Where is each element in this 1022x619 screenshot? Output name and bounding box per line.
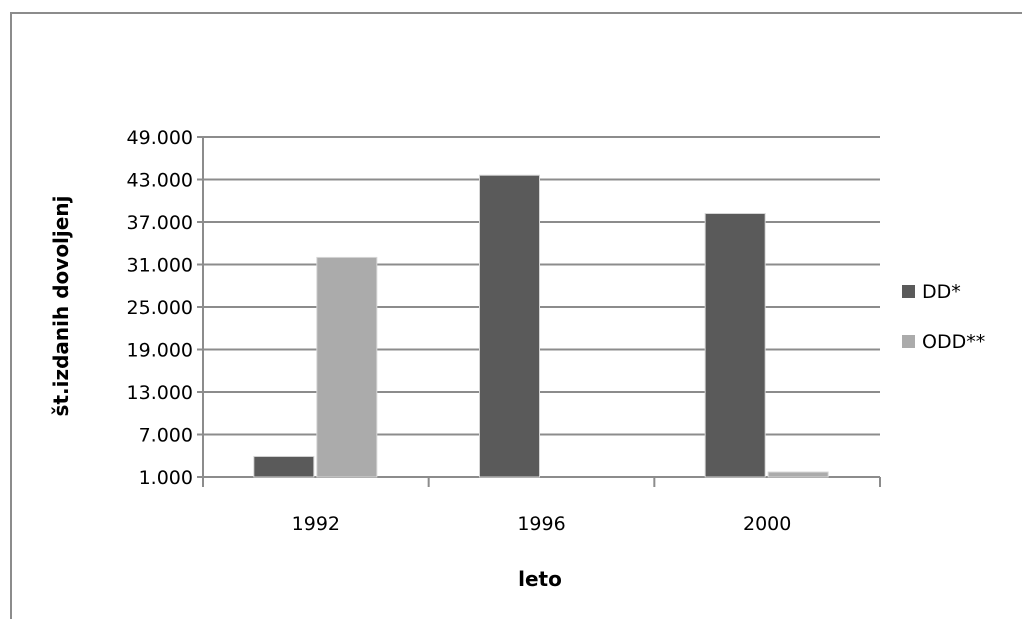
- y-tick-label: 19.000: [127, 340, 193, 362]
- y-tick-label: 13.000: [127, 382, 193, 404]
- axes: [197, 136, 881, 487]
- legend-swatch: [902, 335, 915, 348]
- x-tick-label: 1992: [292, 513, 340, 535]
- legend-swatch: [902, 285, 915, 298]
- y-tick-label: 31.000: [127, 255, 193, 277]
- bar-odd-1992: [316, 256, 378, 478]
- bars: [253, 174, 829, 478]
- legend: DD* ODD**: [902, 281, 985, 353]
- chart-frame: [10, 12, 1022, 619]
- x-tick-label: 2000: [743, 513, 791, 535]
- legend-label: ODD**: [922, 331, 985, 353]
- y-tick-label: 49.000: [127, 127, 193, 149]
- bar-dd-2000: [704, 213, 766, 478]
- y-tick-label: 1.000: [139, 467, 193, 489]
- bar-dd-1992: [253, 455, 315, 478]
- bar-dd-1996: [479, 174, 540, 478]
- y-tick-label: 25.000: [127, 297, 193, 319]
- legend-label: DD*: [922, 281, 961, 303]
- x-tick-labels: 1992 1996 2000: [292, 513, 792, 535]
- bar-odd-2000: [767, 471, 829, 478]
- y-tick-label: 37.000: [127, 212, 193, 234]
- gridlines: [203, 136, 880, 436]
- y-axis-title: št.izdanih dovoljenj: [49, 196, 73, 417]
- x-axis-title: leto: [518, 567, 562, 591]
- y-tick-label: 7.000: [139, 425, 193, 447]
- y-tick-labels: 1.000 7.000 13.000 19.000 25.000 31.000 37.000…: [127, 127, 193, 489]
- x-tick-label: 1996: [517, 513, 565, 535]
- y-tick-label: 43.000: [127, 170, 193, 192]
